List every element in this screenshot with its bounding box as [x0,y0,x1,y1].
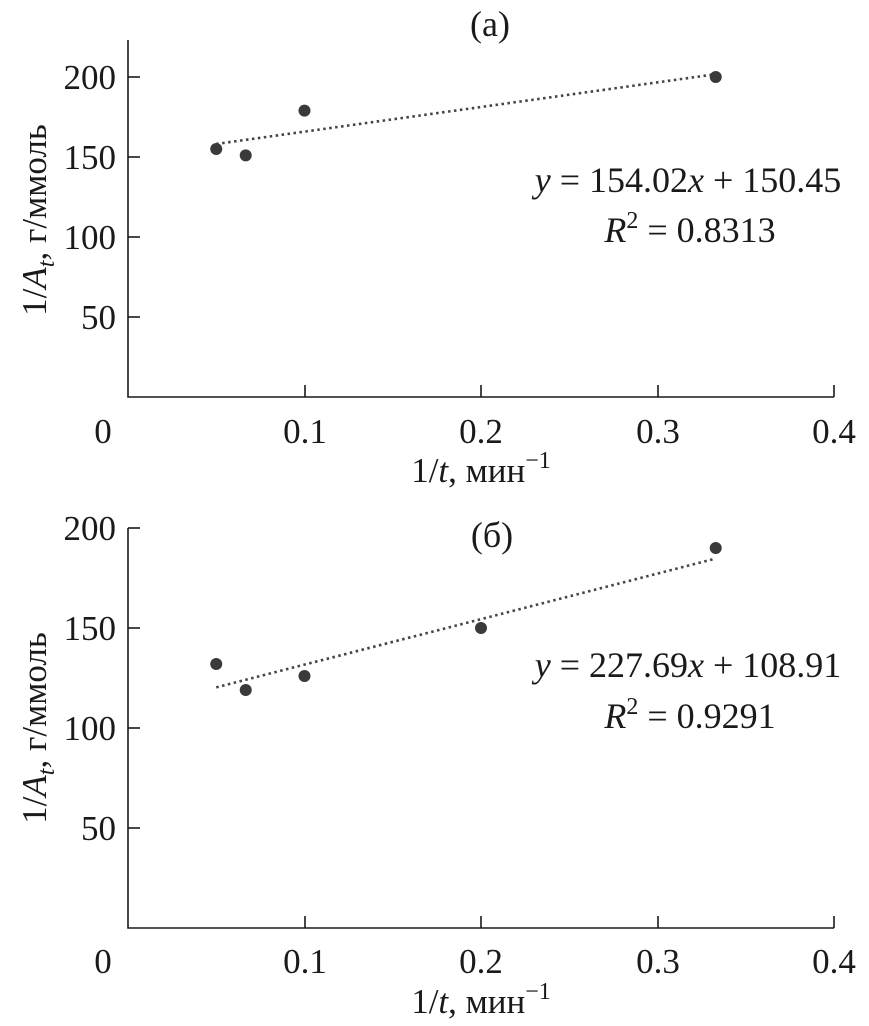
x-tick-label-a-0: 0 [94,412,112,451]
y-tick-label-a-3: 200 [64,58,117,97]
data-point-b-4 [709,542,722,554]
y-axis-title-b: 1/At, г/ммоль [15,632,60,824]
y-tick-label-a-1: 100 [64,218,117,257]
data-point-b-2 [298,670,311,682]
y-axis-ticks-b [128,527,140,829]
x-tick-label-b-0: 0 [94,942,112,981]
y-tick-label-b-0: 50 [81,809,116,848]
equation-a: y = 154.02x + 150.45 [532,160,842,200]
panel-label-b: (б) [471,515,513,555]
x-tick-label-b-2: 0.2 [459,942,503,981]
y-tick-label-b-3: 200 [64,509,117,548]
y-axis-ticks-a [128,76,140,318]
x-tick-label-a-4: 0.4 [812,412,856,451]
equation-b: y = 227.69x + 108.91 [532,645,842,685]
y-tick-labels-b: 50 100 150 200 [64,509,117,848]
x-tick-label-b-1: 0.1 [283,942,327,981]
data-point-b-0 [210,658,223,670]
plot-b [210,542,722,696]
trendline-a [216,72,716,146]
y-tick-label-b-2: 150 [64,609,117,648]
panel-a: (а) 0 0.1 0.2 0.3 0.4 50 100 150 200 [15,4,856,490]
x-axis-title-a: 1/t, мин−1 [411,448,551,490]
plot-a [210,71,722,162]
y-axis-title-a: 1/At, г/ммоль [15,124,60,316]
x-tick-labels-a: 0 0.1 0.2 0.3 0.4 [94,412,856,451]
x-axis-ticks-a [304,385,835,397]
axes-b [127,528,834,929]
x-axis-title-b: 1/t, мин−1 [411,979,551,1021]
y-tick-label-b-1: 100 [64,709,117,748]
x-tick-label-b-3: 0.3 [636,942,680,981]
axes-a [127,40,834,398]
r-squared-b: R2 = 0.9291 [603,694,775,736]
data-point-b-1 [239,684,252,696]
trendline-b [215,557,717,689]
x-axis-ticks-b [304,916,835,928]
data-point-a-2 [298,104,311,117]
x-tick-label-a-1: 0.1 [283,412,327,451]
x-tick-label-a-3: 0.3 [636,412,680,451]
panel-b: (б) 0 0.1 0.2 0.3 0.4 50 100 150 200 [15,509,856,1021]
y-tick-label-a-0: 50 [81,298,116,337]
r-squared-a: R2 = 0.8313 [603,208,775,250]
data-point-a-3 [709,71,722,83]
panel-label-a: (а) [470,4,510,44]
y-tick-label-a-2: 150 [64,138,117,177]
data-point-a-0 [210,143,223,155]
data-point-a-1 [239,149,252,162]
x-tick-labels-b: 0 0.1 0.2 0.3 0.4 [94,942,856,981]
y-tick-labels-a: 50 100 150 200 [64,58,117,337]
data-point-b-3 [475,622,487,634]
x-tick-label-a-2: 0.2 [459,412,503,451]
x-tick-label-b-4: 0.4 [812,942,856,981]
